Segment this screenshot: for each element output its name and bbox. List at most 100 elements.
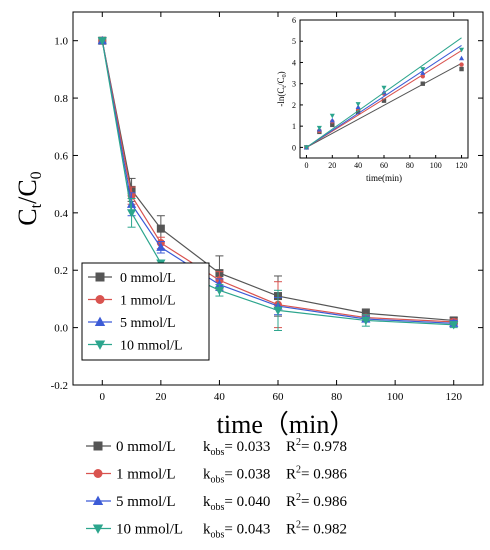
x-tick-label: 40 — [214, 391, 226, 403]
stats-k-value: kobs= 0.038 — [203, 467, 270, 486]
inset-y-tick-label: 3 — [292, 80, 296, 89]
stats-k-value: kobs= 0.033 — [203, 439, 270, 458]
inset-x-tick-label: 0 — [304, 161, 308, 170]
inset-x-tick-label: 100 — [430, 161, 442, 170]
legend-marker — [94, 340, 106, 350]
x-axis-label: time（min） — [217, 410, 356, 439]
r-symbol: R — [286, 467, 296, 483]
inset-data-point-3-6 — [459, 47, 465, 53]
stats-legend-marker — [92, 495, 104, 506]
r-symbol: R — [286, 439, 296, 455]
stats-r2-value: R2= 0.982 — [286, 520, 347, 538]
inset-data-point-0-5 — [420, 81, 425, 86]
inset-data-point-2-6 — [459, 55, 465, 61]
data-point-2-3 — [214, 279, 225, 289]
x-tick-label: 100 — [387, 391, 404, 403]
legend-marker — [94, 316, 106, 327]
y-tick-label: 0.8 — [54, 93, 68, 105]
stats-legend-marker — [93, 441, 103, 451]
y-tick-label: 1.0 — [54, 36, 68, 48]
inset-data-point-0-6 — [459, 66, 464, 72]
main-plot: 0 20 40 60 80 100 120-0.20.00.20.40.60.81.0tim… — [13, 11, 484, 439]
inset-x-tick-label: 120 — [456, 161, 468, 170]
data-point-3-5 — [361, 316, 371, 326]
inset-y-label-subscript: 0 — [282, 74, 288, 77]
x-tick-label: 0 — [100, 391, 106, 403]
inset-y-axis-label: -ln(Ct/C0) — [276, 71, 288, 106]
inset-x-tick-label: 60 — [380, 161, 388, 170]
r-number: = 0.978 — [301, 439, 347, 455]
y-axis-label-subscript: 0 — [28, 171, 45, 179]
x-tick-label: 80 — [331, 391, 343, 403]
inset-data-point-2-5 — [420, 70, 426, 75]
y-tick-label: 0.6 — [54, 150, 68, 162]
data-point-0-5 — [361, 309, 370, 318]
r-symbol: R — [286, 494, 296, 510]
inset-y-tick-label: 5 — [292, 37, 296, 46]
stats-label: 1 mmol/L — [116, 467, 176, 483]
y-tick-label: -0.2 — [51, 380, 68, 392]
r-superscript: 2 — [296, 520, 301, 531]
k-number: = 0.040 — [224, 494, 270, 510]
inset-y-tick-label: 1 — [292, 122, 296, 131]
k-subscript: obs — [211, 530, 225, 541]
y-axis-label-part: /C — [13, 179, 42, 204]
y-tick-label: 0.0 — [54, 323, 68, 335]
y-axis-label: Ct/C0 — [13, 171, 45, 225]
stats-label: 0 mmol/L — [116, 439, 176, 455]
inset-data-point-0-2 — [330, 122, 335, 128]
r-superscript: 2 — [296, 465, 301, 476]
inset-data-point-2-3 — [355, 104, 361, 110]
inset-data-point-3-5 — [420, 67, 426, 72]
stats-r2-value: R2= 0.986 — [286, 492, 347, 510]
inset-data-point-1-5 — [420, 74, 425, 79]
stats-r2-value: R2= 0.986 — [286, 465, 347, 483]
data-point-0-2 — [156, 224, 165, 233]
inset-data-point-0-4 — [381, 98, 387, 103]
y-axis-label-part: C — [13, 208, 42, 225]
stats-r2-value: R2= 0.978 — [286, 437, 347, 455]
inset-data-point-2-2 — [329, 117, 335, 123]
r-superscript: 2 — [296, 492, 301, 503]
data-point-2-2 — [156, 242, 166, 251]
legend-marker — [95, 295, 105, 304]
inset-y-tick-label: 4 — [292, 58, 296, 67]
k-number: = 0.043 — [224, 522, 270, 538]
r-superscript: 2 — [296, 437, 301, 448]
inset-y-label-part: /C — [276, 77, 286, 86]
stats-k-value: kobs= 0.043 — [203, 522, 270, 541]
legend-label: 10 mmol/L — [120, 339, 183, 354]
stats-k-value: kobs= 0.040 — [203, 494, 270, 513]
inset-y-label-part: -ln(C — [276, 88, 286, 107]
data-point-3-3 — [214, 286, 225, 296]
y-tick-label: 0.2 — [54, 265, 68, 277]
inset-y-label-subscript: t — [282, 86, 288, 88]
inset-fit-line-2 — [306, 45, 462, 148]
inset-y-tick-label: 6 — [292, 16, 296, 25]
stats-legend-marker — [93, 469, 103, 478]
k-number: = 0.033 — [224, 439, 270, 455]
data-point-3-4 — [273, 306, 283, 316]
legend-marker — [95, 272, 105, 282]
inset-fit-line-1 — [306, 50, 462, 148]
k-symbol: k — [203, 467, 211, 483]
inset-data-point-3-4 — [381, 85, 387, 91]
inset-data-point-3-1 — [316, 125, 322, 131]
data-point-3-0 — [97, 37, 107, 46]
r-number: = 0.986 — [301, 494, 347, 510]
data-point-3-1 — [126, 209, 137, 218]
inset-data-point-1-6 — [459, 62, 464, 67]
inset-y-tick-label: 0 — [292, 143, 296, 152]
k-subscript: obs — [211, 475, 225, 486]
inset-fit-line-0 — [306, 62, 462, 148]
x-tick-label: 20 — [155, 391, 167, 403]
x-tick-label: 60 — [273, 391, 285, 403]
inset-data-point-0-3 — [355, 109, 361, 115]
k-symbol: k — [203, 439, 211, 455]
legend-label: 0 mmol/L — [120, 271, 176, 286]
k-subscript: obs — [211, 502, 225, 513]
inset-data-point-3-0 — [303, 145, 309, 151]
inset-x-tick-label: 80 — [406, 161, 414, 170]
